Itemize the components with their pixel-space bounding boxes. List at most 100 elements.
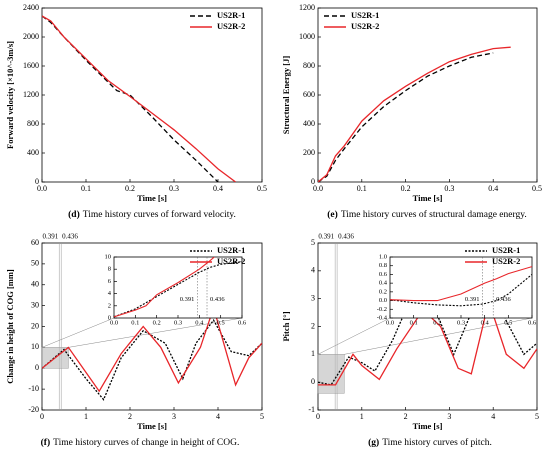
data-line bbox=[114, 261, 242, 318]
y-tick-label: 800 bbox=[27, 119, 39, 128]
y-tick-label: 50 bbox=[31, 259, 39, 268]
x-tick-label: 4 bbox=[216, 412, 220, 421]
caption: (f) Time history curves of change in heig… bbox=[41, 437, 240, 448]
x-tick-label: 0.2 bbox=[125, 184, 135, 193]
y-tick-label: 0.8 bbox=[379, 262, 387, 269]
x-tick-label: 0.3 bbox=[169, 184, 179, 193]
caption-label: (f) bbox=[41, 437, 51, 448]
marker-label: 0.436 bbox=[496, 296, 511, 303]
zoom-box bbox=[317, 354, 345, 394]
y-tick-label: 30 bbox=[31, 300, 39, 309]
data-line bbox=[42, 319, 262, 401]
data-line bbox=[318, 46, 511, 182]
zoom-connector bbox=[68, 317, 243, 348]
y-tick-label: -0.2 bbox=[377, 306, 387, 313]
x-tick-label: 0.2 bbox=[153, 319, 161, 326]
y-tick-label: 800 bbox=[303, 61, 315, 70]
x-tick-label: 0.4 bbox=[481, 319, 490, 326]
y-tick-label: 0.0 bbox=[379, 297, 387, 304]
y-tick-label: 0.2 bbox=[379, 288, 387, 295]
y-tick-label: 0 bbox=[311, 177, 315, 186]
x-tick-label: 0.6 bbox=[528, 319, 537, 326]
plot-frame bbox=[389, 256, 533, 319]
x-tick-label: 0.3 bbox=[444, 184, 454, 193]
marker-label: 0.436 bbox=[210, 296, 225, 303]
caption: (e) Time history curves of structural dam… bbox=[327, 209, 526, 220]
zoom-connector bbox=[344, 317, 533, 355]
y-axis-label: Pitch [°] bbox=[281, 311, 291, 341]
x-axis-label: Time [s] bbox=[413, 421, 443, 431]
legend-label: US2R-2 bbox=[492, 256, 520, 266]
x-tick-label: 1 bbox=[360, 412, 364, 421]
x-tick-label: 4 bbox=[491, 412, 495, 421]
legend-label: US2R-1 bbox=[492, 245, 520, 255]
plot-frame bbox=[317, 7, 538, 183]
y-tick-label: 4 bbox=[108, 290, 112, 297]
x-axis-label: Time [s] bbox=[413, 193, 443, 203]
x-tick-label: 0.6 bbox=[238, 319, 247, 326]
x-tick-label: 0.1 bbox=[131, 319, 139, 326]
data-line bbox=[42, 15, 236, 182]
y-tick-label: 0 bbox=[108, 314, 111, 321]
caption-label: (d) bbox=[68, 209, 80, 220]
data-line bbox=[390, 273, 532, 307]
caption: (g) Time history curves of pitch. bbox=[368, 437, 492, 448]
y-tick-label: -10 bbox=[28, 384, 39, 393]
y-tick-label: 1.0 bbox=[379, 253, 387, 260]
y-tick-label: 0 bbox=[35, 363, 39, 372]
y-tick-label: -20 bbox=[28, 405, 39, 414]
caption-label: (e) bbox=[327, 209, 338, 220]
y-axis-label: Structural Energy [J] bbox=[281, 56, 291, 135]
y-axis-label: Forward velocity [×10^-3m/s] bbox=[5, 41, 15, 149]
zoom-connector bbox=[41, 317, 115, 348]
x-tick-label: 2 bbox=[128, 412, 132, 421]
x-tick-label: 1 bbox=[84, 412, 88, 421]
data-line bbox=[390, 266, 532, 302]
legend-label: US2R-1 bbox=[217, 245, 245, 255]
y-tick-label: 0 bbox=[311, 377, 315, 386]
plot-frame bbox=[113, 256, 243, 319]
x-tick-label: 0.1 bbox=[357, 184, 367, 193]
x-tick-label: 0.5 bbox=[532, 184, 542, 193]
y-tick-label: 2000 bbox=[23, 32, 39, 41]
y-tick-label: 20 bbox=[31, 321, 39, 330]
x-tick-label: 0.0 bbox=[386, 319, 394, 326]
x-tick-label: 0.3 bbox=[457, 319, 465, 326]
caption-text: Time history curves of change in height … bbox=[53, 437, 239, 448]
x-tick-label: 0.0 bbox=[37, 184, 47, 193]
x-tick-label: 0.1 bbox=[81, 184, 91, 193]
x-tick-label: 0.4 bbox=[213, 184, 223, 193]
y-tick-label: 10 bbox=[105, 253, 112, 260]
marker-label: 0.436 bbox=[62, 233, 78, 241]
x-tick-label: 2 bbox=[404, 412, 408, 421]
caption-text: Time history curves of forward velocity. bbox=[83, 209, 236, 220]
x-tick-label: 0.2 bbox=[401, 184, 411, 193]
x-tick-label: 0 bbox=[316, 412, 320, 421]
data-line bbox=[42, 305, 262, 393]
legend-label: US2R-2 bbox=[351, 21, 379, 31]
x-tick-label: 0.1 bbox=[410, 319, 418, 326]
x-tick-label: 3 bbox=[172, 412, 176, 421]
y-tick-label: 1200 bbox=[23, 90, 39, 99]
legend-label: US2R-2 bbox=[217, 21, 245, 31]
y-tick-label: 3 bbox=[311, 293, 315, 302]
y-tick-label: 5 bbox=[311, 238, 315, 247]
y-tick-label: 200 bbox=[303, 148, 315, 157]
x-tick-label: 3 bbox=[447, 412, 451, 421]
data-line bbox=[318, 52, 494, 182]
y-tick-label: -1 bbox=[308, 405, 315, 414]
plot-frame bbox=[41, 7, 263, 183]
y-tick-label: 2 bbox=[311, 321, 315, 330]
legend-label: US2R-1 bbox=[351, 10, 379, 20]
y-tick-label: 1 bbox=[311, 349, 315, 358]
marker-label: 0.391 bbox=[42, 233, 58, 241]
y-tick-label: 0 bbox=[35, 177, 39, 186]
x-axis-label: Time [s] bbox=[137, 421, 167, 431]
x-tick-label: 0.0 bbox=[110, 319, 118, 326]
y-tick-label: 6 bbox=[108, 278, 112, 285]
caption-text: Time history curves of pitch. bbox=[382, 437, 492, 448]
caption-text: Time history curves of structural damage… bbox=[341, 209, 527, 220]
legend-label: US2R-1 bbox=[217, 10, 245, 20]
x-tick-label: 5 bbox=[260, 412, 264, 421]
